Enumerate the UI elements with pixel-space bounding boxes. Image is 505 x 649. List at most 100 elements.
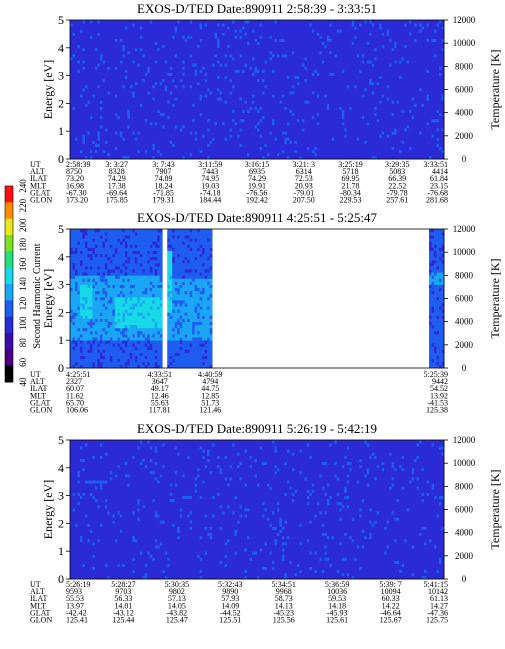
spectrogram-cell: [70, 91, 73, 95]
spectrogram-cell: [132, 35, 136, 39]
spectrogram-cell: [134, 97, 138, 101]
spectrogram-cell: [154, 91, 158, 95]
spectrogram-cell: [122, 69, 126, 73]
spectrogram-cell: [219, 155, 223, 160]
spectrogram-cell: [134, 38, 138, 42]
spectrogram-cell: [271, 146, 275, 151]
spectrogram-cell: [301, 155, 305, 160]
spectrogram-cell: [329, 128, 333, 132]
spectrogram-cell: [229, 125, 233, 129]
spectrogram-cell: [164, 41, 168, 46]
spectrogram-cell: [202, 140, 205, 144]
spectrogram-cell: [122, 112, 126, 117]
spectrogram-cell: [70, 115, 73, 120]
spectrogram-cell: [301, 38, 305, 42]
spectrogram-cell: [276, 103, 280, 107]
spectrogram-cell: [214, 50, 218, 55]
spectrogram-cell: [339, 118, 343, 123]
spectrogram-cell: [217, 128, 220, 132]
spectrogram-cell: [284, 94, 288, 98]
spectrogram-cell: [107, 87, 111, 92]
spectrogram-cell: [227, 131, 230, 135]
spectrogram-cell: [301, 109, 305, 114]
spectrogram-cell: [281, 29, 285, 33]
spectrogram-cell: [162, 146, 166, 151]
spectrogram-cell: [247, 112, 250, 117]
spectrogram-cell: [264, 106, 268, 110]
spectrogram-cell: [102, 115, 106, 120]
spectrogram-cell: [89, 20, 93, 24]
spectrogram-cell: [149, 57, 153, 61]
spectrogram-cell: [276, 41, 280, 46]
spectrogram-cell: [207, 20, 210, 24]
spectrogram-cell: [329, 69, 333, 73]
spectrogram-cell: [114, 155, 118, 160]
spectrogram-cell: [212, 20, 215, 24]
spectrogram-cell: [289, 140, 293, 144]
spectrogram-cell: [102, 109, 106, 114]
spectrogram-cell: [291, 26, 295, 30]
spectrogram-cell: [189, 81, 193, 86]
spectrogram-cell: [112, 91, 116, 95]
spectrogram-cell: [326, 121, 330, 126]
spectrogram-cell: [129, 128, 133, 132]
spectrogram-cell: [269, 87, 273, 92]
spectrogram-cell: [242, 118, 245, 123]
spectrogram-cell: [227, 26, 230, 30]
spectrogram-cell: [291, 128, 295, 132]
spectrogram-cell: [112, 26, 116, 30]
spectrogram-cell: [202, 63, 205, 67]
spectrogram-cell: [289, 29, 293, 33]
spectrogram-cell: [124, 69, 128, 73]
spectrogram-cell: [212, 50, 215, 55]
spectrogram-cell: [157, 155, 161, 160]
spectrogram-cell: [202, 47, 205, 52]
spectrogram-cell: [237, 81, 240, 86]
spectrogram-cell: [149, 29, 153, 33]
spectrogram-cell: [311, 103, 315, 107]
spectrogram-cell: [72, 38, 76, 42]
spectrogram-cell: [182, 60, 186, 64]
spectrogram-cell: [162, 125, 166, 129]
spectrogram-cell: [194, 57, 198, 61]
spectrogram-cell: [229, 128, 233, 132]
spectrogram-cell: [197, 143, 201, 147]
spectrogram-cell: [234, 100, 238, 104]
spectrogram-cell: [244, 118, 248, 123]
spectrogram-cell: [217, 140, 220, 144]
spectrogram-cell: [261, 60, 265, 64]
spectrogram-cell: [339, 66, 343, 70]
spectrogram-cell: [147, 75, 151, 80]
spectrogram-cell: [219, 41, 223, 46]
spectrogram-cell: [294, 146, 298, 151]
spectrogram-cell: [74, 66, 78, 70]
spectrogram-cell: [172, 100, 176, 104]
spectrogram-cell: [276, 44, 280, 49]
spectrogram-cell: [97, 100, 101, 104]
spectrogram-cell: [296, 44, 300, 49]
spectrogram-cell: [242, 41, 245, 46]
spectrogram-cell: [331, 155, 335, 160]
spectrogram-cell: [247, 66, 250, 70]
spectrogram-cell: [321, 143, 325, 147]
spectrogram-cell: [107, 100, 111, 104]
spectrogram-cell: [237, 29, 240, 33]
spectrogram-cell: [239, 38, 243, 42]
spectrogram-cell: [214, 146, 218, 151]
spectrogram-cell: [222, 50, 225, 55]
spectrogram-cell: [87, 94, 91, 98]
spectrogram-cell: [266, 50, 270, 55]
spectrogram-cell: [70, 149, 73, 154]
spectrogram-cell: [239, 125, 243, 129]
spectrogram-cell: [309, 44, 313, 49]
spectrogram-cell: [329, 87, 333, 92]
spectrogram-cell: [239, 47, 243, 52]
spectrogram-cell: [79, 112, 83, 117]
spectrogram-cell: [331, 38, 335, 42]
spectrogram-cell: [189, 50, 193, 55]
spectrogram-cell: [129, 63, 133, 67]
spectrogram-cell: [284, 87, 288, 92]
spectrogram-cell: [234, 109, 238, 114]
spectrogram-cell: [212, 155, 215, 160]
spectrogram-cell: [99, 137, 103, 141]
